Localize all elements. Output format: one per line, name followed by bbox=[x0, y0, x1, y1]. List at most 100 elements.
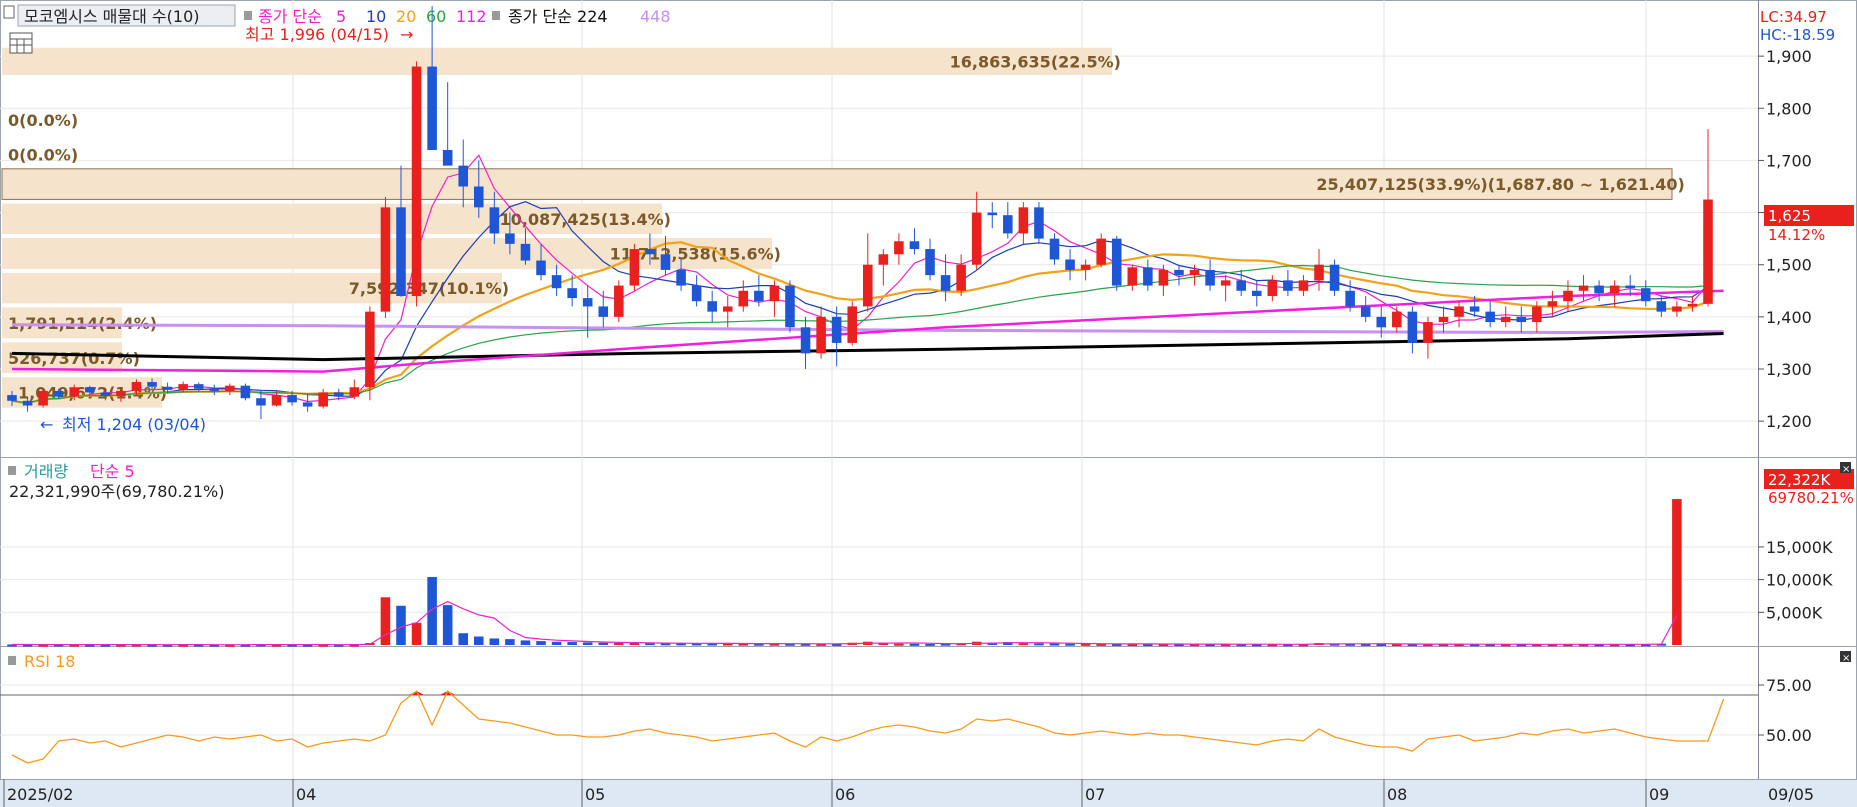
volume-bar bbox=[1563, 644, 1573, 647]
volume-bar bbox=[691, 643, 702, 646]
volume-bar bbox=[1143, 644, 1153, 647]
candle bbox=[1080, 264, 1091, 270]
volume-bar bbox=[349, 644, 360, 647]
volume-toggle-icon[interactable] bbox=[8, 466, 16, 475]
profile-label: 25,407,125(33.9%)(1,687.80 ~ 1,621.40) bbox=[1316, 175, 1684, 194]
candle bbox=[178, 384, 188, 390]
candle bbox=[660, 254, 671, 270]
candle bbox=[349, 387, 360, 397]
volume-bar bbox=[831, 643, 842, 646]
profile-label: 16,863,635(22.5%) bbox=[950, 52, 1121, 71]
candle bbox=[987, 212, 998, 216]
candle bbox=[1376, 316, 1387, 328]
candle bbox=[1267, 280, 1278, 296]
table-icon[interactable] bbox=[9, 32, 33, 54]
candle bbox=[1127, 267, 1138, 286]
candle bbox=[691, 285, 702, 302]
profile-band bbox=[2, 203, 662, 235]
volume-bar bbox=[225, 644, 235, 647]
candle bbox=[1454, 306, 1464, 317]
volume-bar bbox=[660, 643, 671, 646]
candle bbox=[925, 249, 935, 276]
ma60-line bbox=[11, 264, 1709, 404]
volume-bar bbox=[318, 644, 328, 647]
volume-bar bbox=[427, 577, 437, 645]
ma224-line bbox=[11, 332, 1724, 362]
volume-bar bbox=[1360, 643, 1371, 646]
y-tick-label: 1,700 bbox=[1766, 151, 1812, 170]
legend-ma10: 10 bbox=[366, 7, 386, 26]
y-tick-label: 1,500 bbox=[1766, 256, 1812, 275]
rsi-toggle-icon[interactable] bbox=[8, 656, 16, 665]
rsi-line bbox=[0, 689, 1758, 764]
candle bbox=[722, 306, 733, 312]
low-arrow-icon: ← bbox=[40, 415, 53, 434]
candle bbox=[427, 66, 437, 150]
ma224-toggle-icon[interactable] bbox=[492, 11, 500, 20]
candle bbox=[162, 386, 173, 390]
candle bbox=[598, 306, 609, 317]
candle bbox=[365, 311, 375, 388]
x-tick-label: 2025/02 bbox=[7, 785, 73, 804]
volume-bar bbox=[785, 643, 795, 646]
candle bbox=[116, 390, 126, 397]
x-tick-label: 06 bbox=[835, 785, 855, 804]
candle bbox=[1438, 316, 1449, 323]
volume-bar bbox=[1485, 644, 1495, 647]
candle bbox=[1392, 311, 1402, 328]
volume-bar bbox=[256, 644, 266, 647]
volume-bar bbox=[769, 643, 780, 646]
volume-bar bbox=[1049, 643, 1060, 646]
candle bbox=[53, 390, 64, 397]
rsi-tick-label: 50.00 bbox=[1766, 726, 1812, 745]
candle bbox=[831, 316, 842, 343]
candle bbox=[1640, 288, 1651, 302]
candle bbox=[940, 275, 951, 291]
high-marker: 최고 1,996 (04/15) bbox=[245, 25, 389, 44]
candle bbox=[536, 260, 546, 276]
profile-label: 10,087,425(13.4%) bbox=[500, 210, 671, 229]
volume-tick-label: 15,000K bbox=[1766, 538, 1833, 557]
volume-bar bbox=[1236, 644, 1246, 647]
candle bbox=[85, 387, 95, 393]
y-tick-label: 1,900 bbox=[1766, 47, 1812, 66]
close-volume-panel-icon[interactable]: × bbox=[1840, 462, 1851, 475]
candle bbox=[318, 392, 328, 407]
candle bbox=[1018, 207, 1029, 234]
candle bbox=[1500, 316, 1511, 323]
candle bbox=[754, 290, 764, 302]
y-tick-label: 1,400 bbox=[1766, 308, 1812, 327]
candle bbox=[1609, 285, 1620, 294]
close-rsi-panel-icon[interactable]: × bbox=[1840, 651, 1851, 664]
candle bbox=[458, 165, 469, 187]
volume-bar bbox=[1672, 499, 1682, 645]
volume-bar bbox=[925, 643, 935, 646]
volume-bar bbox=[878, 643, 889, 646]
candle bbox=[1485, 311, 1495, 323]
candle bbox=[1672, 306, 1682, 312]
volume-bar bbox=[38, 644, 48, 647]
candle bbox=[1656, 301, 1667, 312]
legend-ma-label: 종가 단순 bbox=[258, 7, 322, 26]
lc-value: LC:34.97 bbox=[1760, 8, 1827, 26]
candle bbox=[1111, 238, 1122, 286]
candle bbox=[1205, 269, 1215, 286]
volume-bar bbox=[909, 643, 920, 646]
volume-bar bbox=[1407, 644, 1418, 647]
y-tick-label: 1,300 bbox=[1766, 360, 1812, 379]
volume-bar bbox=[1594, 644, 1604, 647]
rsi-tick-label: 75.00 bbox=[1766, 676, 1812, 695]
legend-toggle-icon[interactable] bbox=[3, 5, 15, 19]
volume-bar bbox=[551, 641, 562, 645]
profile-band bbox=[1, 168, 1673, 200]
candle bbox=[1703, 199, 1713, 304]
legend-title-box[interactable] bbox=[17, 4, 236, 27]
candle bbox=[1049, 238, 1060, 260]
volume-bar bbox=[302, 644, 313, 647]
volume-bar bbox=[956, 643, 966, 646]
candle bbox=[582, 298, 593, 307]
candle bbox=[847, 306, 857, 343]
volume-bar bbox=[162, 644, 173, 647]
ma-toggle-icon[interactable] bbox=[244, 11, 252, 20]
